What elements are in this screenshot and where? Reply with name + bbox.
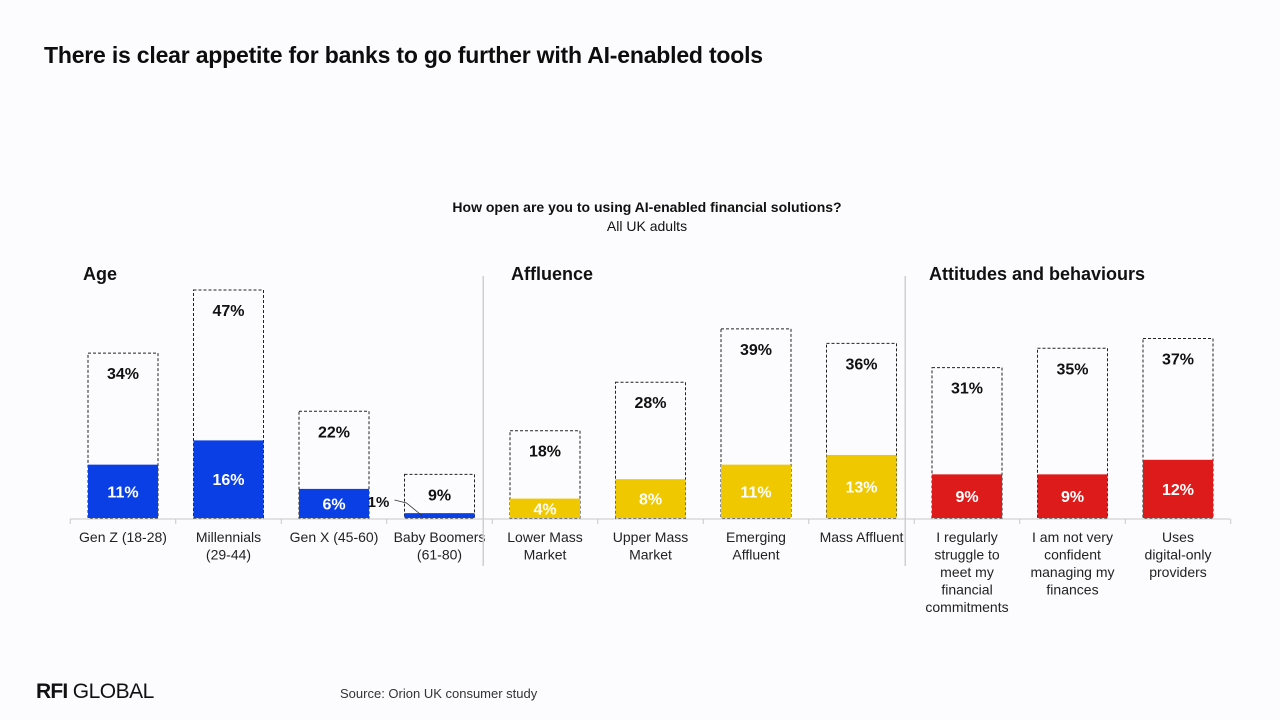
category-label: Market: [524, 547, 567, 563]
bar-inner: [615, 479, 686, 518]
data-label-outer: 35%: [1056, 361, 1088, 378]
leader-line: [394, 499, 423, 517]
bar-inner: [404, 513, 475, 518]
category-label: Lower Mass: [507, 529, 582, 545]
data-label-inner: 1%: [368, 494, 390, 511]
data-label-inner: 4%: [533, 501, 556, 518]
source-note: Source: Orion UK consumer study: [340, 686, 538, 701]
bar-outer-outline: [720, 328, 792, 519]
category-label: Emerging: [726, 529, 786, 545]
category-label: financial: [941, 582, 992, 598]
category-label: meet my: [940, 564, 994, 580]
bar-inner: [721, 464, 791, 518]
bar-inner: [193, 440, 264, 518]
data-label-inner: 9%: [955, 489, 978, 506]
data-label-outer: 31%: [951, 381, 983, 398]
category-label: providers: [1149, 564, 1207, 580]
data-label-inner: 16%: [212, 472, 244, 489]
data-label-outer: 28%: [634, 395, 666, 412]
page-title: There is clear appetite for banks to go …: [44, 42, 763, 68]
category-label: digital-only: [1145, 547, 1212, 563]
group-label-affluence: Affluence: [511, 264, 594, 284]
group-label-age: Age: [83, 264, 118, 284]
bar-outer-outline: [1142, 338, 1214, 519]
bar-inner: [299, 488, 369, 518]
data-label-outer: 36%: [845, 356, 877, 373]
chart-subtitle: All UK adults: [606, 218, 688, 234]
data-label-outer: 18%: [529, 444, 561, 461]
category-label: struggle to: [934, 547, 1000, 563]
logo-rest-text: GLOBAL: [67, 680, 155, 703]
data-label-inner: 6%: [322, 496, 345, 513]
group-label-attitudes: Attitudes and behaviours: [929, 264, 1146, 284]
bar-inner: [826, 454, 897, 518]
bar-outer-outline: [826, 342, 897, 519]
category-label: I regularly: [936, 529, 997, 545]
data-label-outer: 22%: [318, 424, 350, 441]
data-label-outer: 37%: [1162, 352, 1194, 369]
bar-inner: [1143, 459, 1213, 518]
category-label: confident: [1044, 547, 1101, 563]
data-label-inner: 8%: [639, 492, 662, 509]
category-label: Affluent: [732, 547, 779, 563]
category-label: managing my: [1030, 564, 1114, 580]
data-label-inner: 11%: [107, 484, 138, 501]
category-label: Uses: [1162, 529, 1194, 545]
category-label: Market: [629, 547, 672, 563]
data-label-outer: 47%: [212, 303, 244, 320]
category-label: Gen Z (18-28): [79, 529, 167, 545]
category-label: Gen X (45-60): [290, 529, 379, 545]
category-label: commitments: [925, 599, 1008, 615]
bar-inner: [510, 498, 580, 518]
data-label-outer: 9%: [428, 487, 451, 504]
bar-inner: [932, 474, 1002, 518]
bar-outer-outline: [87, 352, 159, 519]
data-label-inner: 13%: [845, 479, 877, 496]
data-label-inner: 12%: [1162, 482, 1194, 499]
rfi-global-logo: RFI GLOBAL: [36, 680, 154, 704]
category-label: Mass Affluent: [820, 529, 904, 545]
logo-strong-text: RFI: [36, 680, 68, 703]
chart-title: How open are you to using AI-enabled fin…: [452, 199, 842, 215]
category-label: I am not very: [1032, 529, 1113, 545]
category-label: finances: [1046, 582, 1098, 598]
category-label: Upper Mass: [613, 529, 688, 545]
category-label: Baby Boomers: [394, 529, 486, 545]
bar-outer-outline: [1037, 347, 1108, 519]
bar-outer-outline: [404, 473, 475, 519]
data-label-outer: 39%: [740, 342, 772, 359]
category-label: (61-80): [417, 547, 462, 563]
data-label-inner: 11%: [740, 484, 771, 501]
category-label: (29-44): [206, 547, 251, 563]
bar-inner: [1037, 474, 1108, 518]
data-label-inner: 9%: [1061, 489, 1084, 506]
category-label: Millennials: [196, 529, 261, 545]
data-label-outer: 34%: [107, 366, 139, 383]
bar-inner: [88, 464, 158, 518]
